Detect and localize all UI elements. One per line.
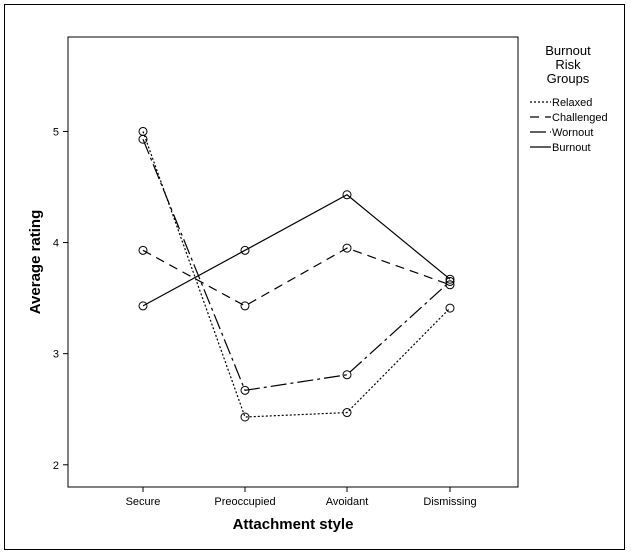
series-line-burnout bbox=[142, 194, 451, 307]
point-challenged-avoidant bbox=[342, 243, 352, 253]
point-wornout-secure bbox=[138, 134, 148, 144]
point-wornout-preoccupied bbox=[240, 385, 250, 395]
x-tick-label-dismissing: Dismissing bbox=[423, 496, 476, 508]
series-layer bbox=[138, 126, 455, 422]
point-relaxed-preoccupied bbox=[240, 412, 250, 422]
series-line-challenged bbox=[142, 247, 451, 307]
x-axis-title: Attachment style bbox=[233, 516, 354, 533]
point-challenged-preoccupied bbox=[240, 301, 250, 311]
point-burnout-avoidant bbox=[342, 190, 352, 200]
legend-label-burnout: Burnout bbox=[552, 142, 591, 154]
y-tick-label: 4 bbox=[53, 238, 59, 250]
x-axis: Secure Preoccupied Avoidant Dismissing bbox=[126, 487, 477, 508]
series-line-relaxed bbox=[142, 131, 451, 418]
point-wornout-avoidant bbox=[342, 370, 352, 380]
y-tick-label: 3 bbox=[53, 349, 59, 361]
legend-title-line-2: Risk bbox=[555, 57, 581, 72]
legend-entries: Relaxed Challenged Wornout Burnout bbox=[530, 97, 608, 154]
point-relaxed-avoidant bbox=[342, 408, 352, 418]
point-burnout-preoccupied bbox=[240, 245, 250, 255]
series-line-wornout bbox=[142, 138, 451, 391]
legend-label-wornout: Wornout bbox=[552, 127, 593, 139]
plot-area-frame bbox=[67, 36, 519, 488]
point-relaxed-dismissing bbox=[445, 303, 455, 313]
y-axis: 2 3 4 5 bbox=[53, 126, 68, 472]
point-challenged-secure bbox=[138, 245, 148, 255]
figure-border bbox=[4, 4, 625, 550]
x-tick-label-preoccupied: Preoccupied bbox=[214, 496, 275, 508]
legend-label-relaxed: Relaxed bbox=[552, 97, 592, 109]
y-axis-title: Average rating bbox=[27, 210, 44, 314]
legend-title-line-3: Groups bbox=[547, 71, 590, 86]
point-wornout-dismissing bbox=[445, 276, 455, 286]
y-tick-label: 2 bbox=[53, 460, 59, 472]
legend-label-challenged: Challenged bbox=[552, 112, 608, 124]
legend: Burnout Risk Groups Relaxed Challenged Wor… bbox=[530, 43, 608, 154]
point-burnout-secure bbox=[138, 301, 148, 311]
legend-title-line-1: Burnout bbox=[545, 43, 591, 58]
point-burnout-dismissing bbox=[445, 274, 455, 284]
x-tick-label-avoidant: Avoidant bbox=[326, 496, 369, 508]
y-tick-label: 5 bbox=[53, 126, 59, 138]
x-tick-label-secure: Secure bbox=[126, 496, 161, 508]
